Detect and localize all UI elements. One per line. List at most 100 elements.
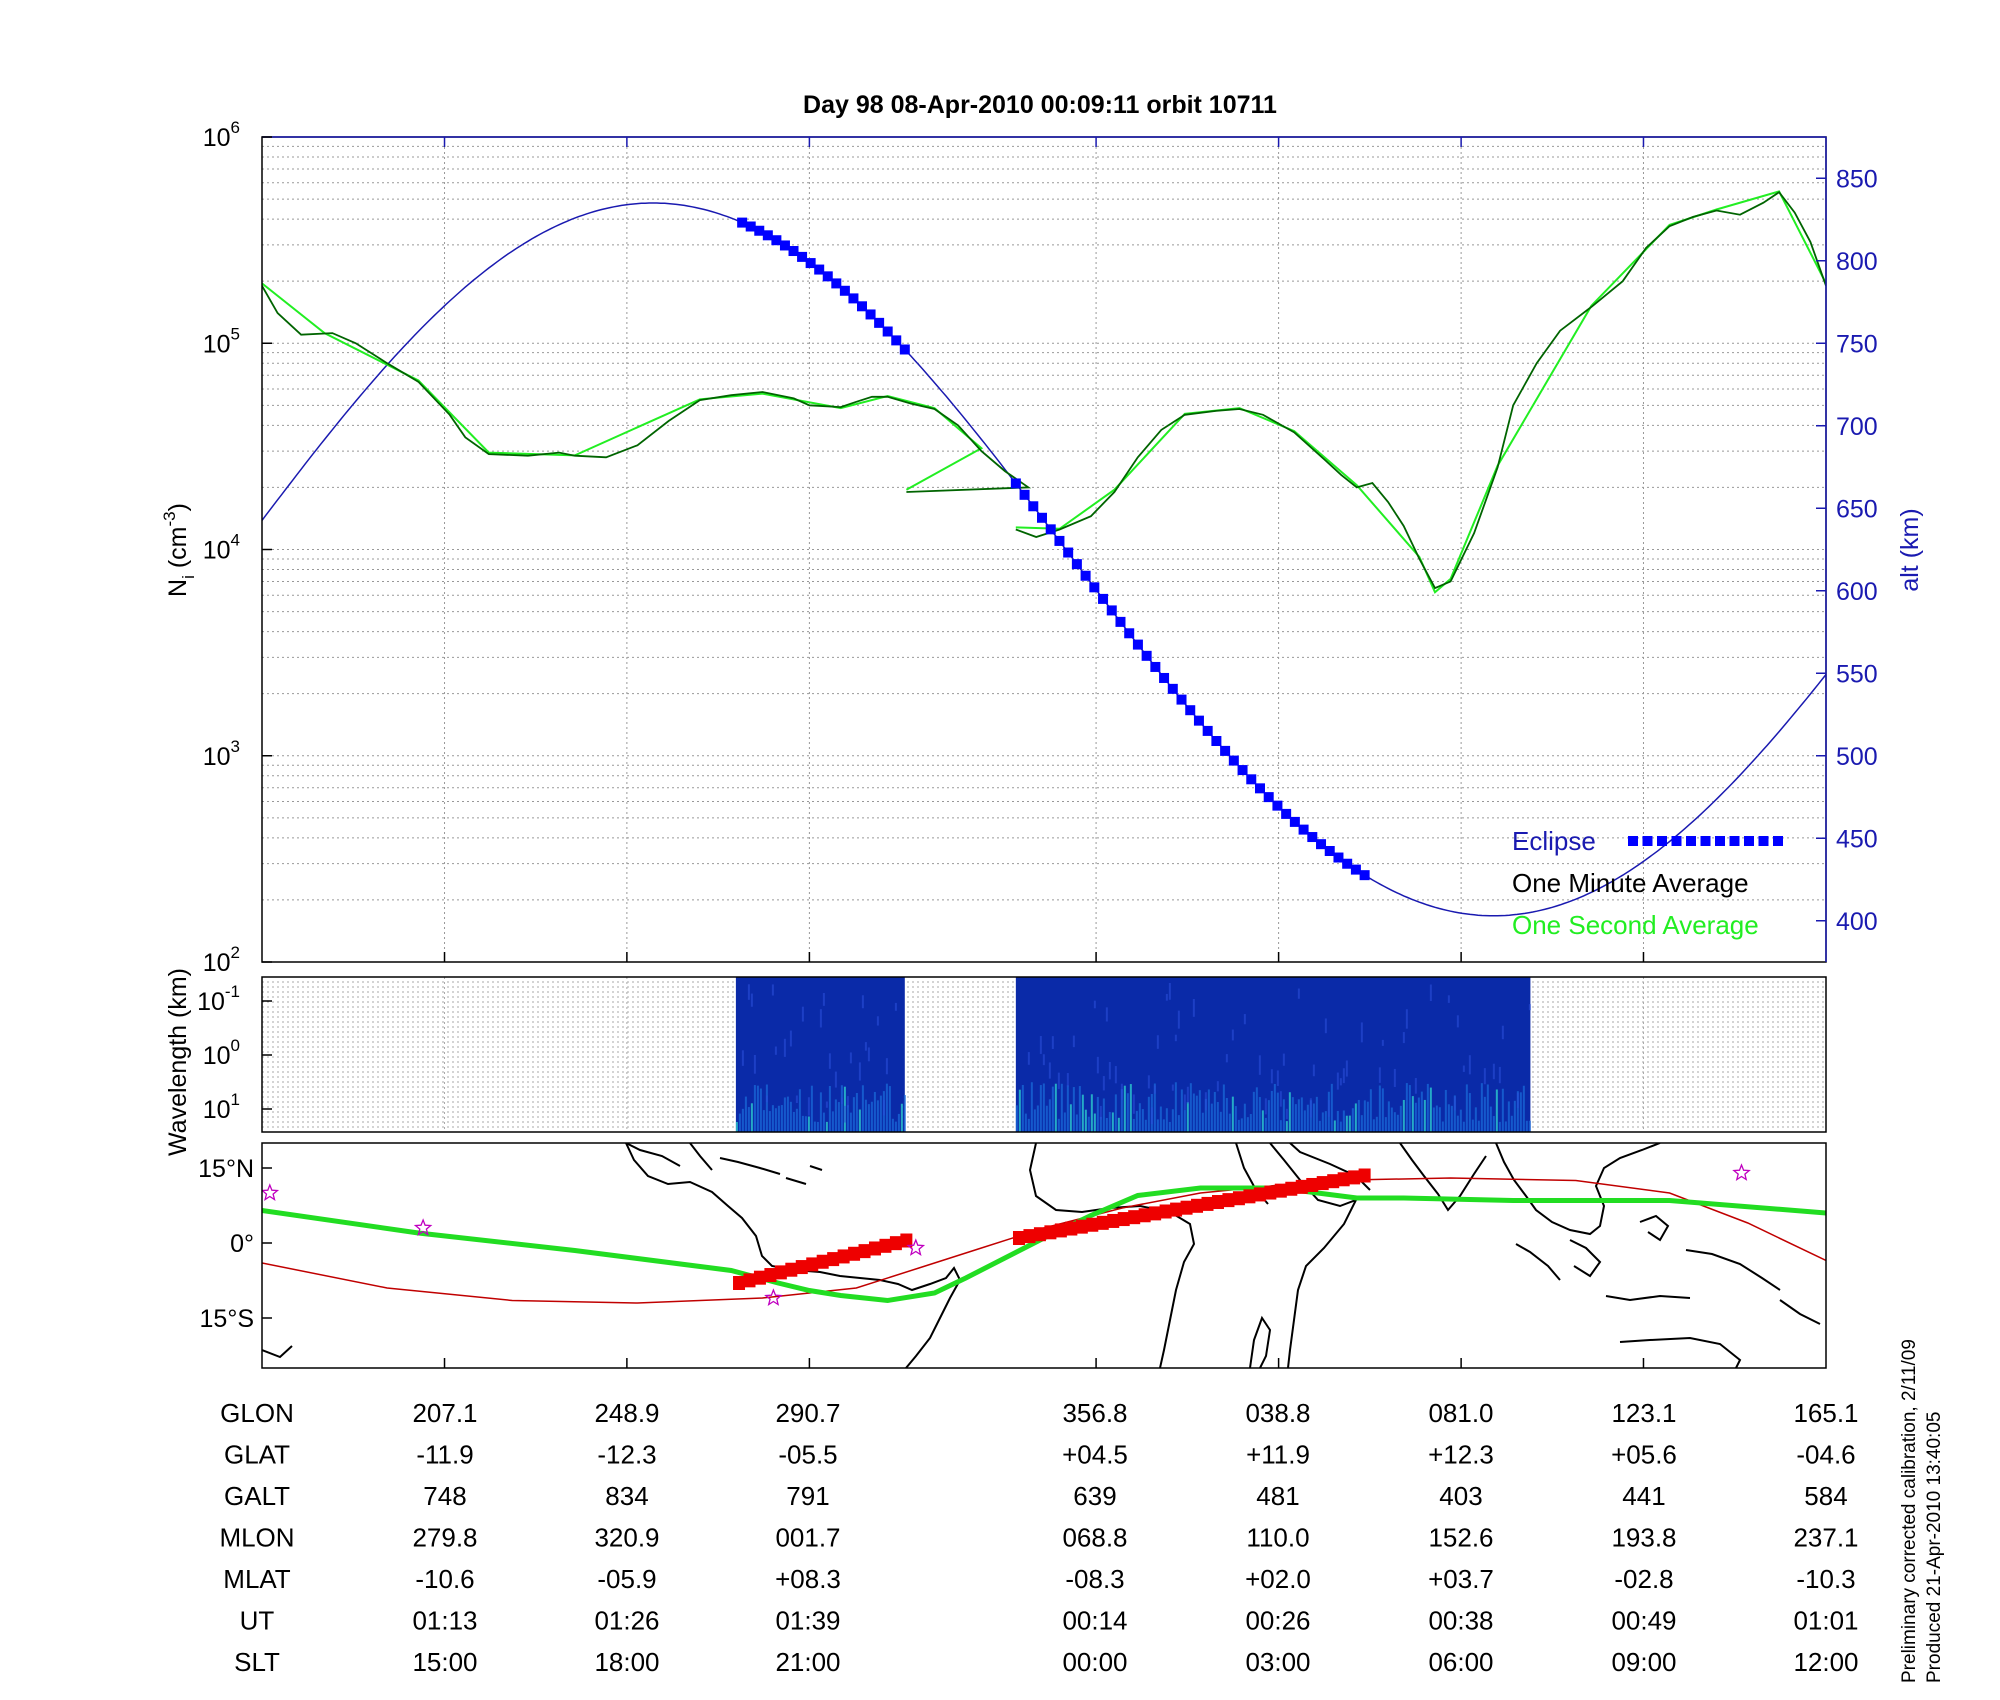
spectrogram-column xyxy=(1231,1096,1234,1132)
map-panel: 15°N 0° 15°S xyxy=(198,1142,1827,1369)
table-row-label: SLT xyxy=(234,1647,280,1677)
side-note-line-1: Preliminary corrected calibration, 2/11/… xyxy=(1899,1339,1920,1683)
spectrogram-y-ticks: 10-1 100 101 xyxy=(197,982,272,1124)
right-tick-label: 800 xyxy=(1836,248,1878,276)
spectrogram-speckle xyxy=(1336,1072,1339,1090)
spectrogram-column xyxy=(1108,1111,1111,1132)
star-marker xyxy=(413,1218,433,1236)
spectrogram-column xyxy=(1453,1095,1456,1132)
eclipse-marker xyxy=(1272,800,1283,811)
spectrogram-speckle xyxy=(1183,1094,1186,1110)
spectrogram-column xyxy=(828,1085,831,1132)
spectrogram-column xyxy=(1234,1106,1237,1132)
spectrogram-column xyxy=(1117,1117,1120,1132)
table-cell: 639 xyxy=(1073,1481,1116,1511)
spectrogram-column xyxy=(1039,1085,1042,1132)
table-cell: 207.1 xyxy=(412,1398,477,1428)
left-tick-label: 105 xyxy=(203,324,240,358)
ground-track-line xyxy=(262,1185,1826,1304)
spectrogram-column xyxy=(1333,1120,1336,1132)
orbit-parameter-table: GLON GLAT GALT MLON MLAT UT SLT 207.1 -11.9 748 27… xyxy=(219,1398,1858,1677)
track-eclipse-marker xyxy=(1264,1185,1277,1200)
spectrogram-speckle xyxy=(1342,1068,1345,1084)
spectrogram-column xyxy=(1255,1087,1258,1132)
track-eclipse-marker xyxy=(1285,1181,1298,1196)
spectrogram-speckle xyxy=(1108,1061,1111,1080)
one-minute-segment xyxy=(1015,190,1826,590)
spectrogram-column xyxy=(1021,1084,1024,1132)
spectrogram-column xyxy=(1513,1100,1516,1132)
table-row-label: GLON xyxy=(220,1398,294,1428)
spectrogram-column xyxy=(744,1096,747,1132)
table-cell: 09:00 xyxy=(1611,1647,1676,1677)
spectrogram-speckle xyxy=(1093,1000,1096,1009)
eclipse-marker xyxy=(1307,832,1318,843)
spectrogram-speckle xyxy=(1264,1098,1267,1115)
eclipse-marker xyxy=(754,225,765,236)
track-eclipse-marker xyxy=(795,1260,808,1275)
spectrogram-column xyxy=(1378,1085,1381,1132)
eclipse-marker xyxy=(762,230,773,241)
spectrogram-column xyxy=(1480,1083,1483,1132)
spectrogram-speckle xyxy=(1156,1035,1159,1049)
spectrogram-column xyxy=(1450,1105,1453,1132)
legend-eclipse-marker xyxy=(1700,836,1711,846)
spectrogram-column xyxy=(1174,1082,1177,1132)
spectrogram-column xyxy=(1189,1083,1192,1132)
table-cell: 18:00 xyxy=(594,1647,659,1677)
table-cell: 15:00 xyxy=(412,1647,477,1677)
track-eclipse-marker xyxy=(1107,1213,1120,1228)
spectrogram-column xyxy=(1384,1117,1387,1132)
spectrogram-speckle xyxy=(795,1095,798,1104)
spectrogram-column xyxy=(1474,1107,1477,1132)
eclipse-marker xyxy=(1176,694,1187,705)
eclipse-marker xyxy=(1167,683,1178,694)
table-cell: 00:38 xyxy=(1428,1606,1493,1636)
spectrogram-column xyxy=(1090,1094,1093,1132)
spectrogram-column xyxy=(1147,1096,1150,1132)
eclipse-marker xyxy=(1211,736,1222,747)
spectrogram-column xyxy=(1294,1104,1297,1132)
spectrogram-column xyxy=(1504,1121,1507,1132)
spectrogram-column xyxy=(1441,1121,1444,1132)
star-marker xyxy=(764,1288,783,1306)
spectrogram-column xyxy=(1264,1117,1267,1132)
eclipse-marker xyxy=(1254,783,1265,794)
spectrogram-column xyxy=(741,1108,744,1132)
spectrogram-column xyxy=(876,1100,879,1132)
spectrogram-speckle xyxy=(1039,1035,1042,1054)
track-eclipse-marker xyxy=(1065,1221,1078,1236)
eclipse-marker xyxy=(1071,559,1082,570)
spectrogram-column xyxy=(807,1116,810,1132)
spectrogram-column xyxy=(1030,1082,1033,1132)
table-cell: 12:00 xyxy=(1793,1647,1858,1677)
eclipse-marker xyxy=(1019,489,1030,500)
spectrogram-column xyxy=(822,1112,825,1132)
eclipse-marker xyxy=(822,271,833,282)
eclipse-marker xyxy=(797,251,808,262)
track-eclipse-marker xyxy=(1033,1227,1046,1242)
spectrogram-column xyxy=(1249,1114,1252,1132)
eclipse-marker xyxy=(1080,570,1091,581)
spectrogram-column xyxy=(1069,1104,1072,1132)
table-cell: 00:26 xyxy=(1245,1606,1310,1636)
spectrogram-column xyxy=(1219,1111,1222,1132)
right-tick-label: 400 xyxy=(1836,908,1878,936)
spectrogram-column xyxy=(1279,1120,1282,1132)
spectrogram-speckle xyxy=(1402,1032,1405,1044)
spectrogram-column xyxy=(1165,1108,1168,1132)
spectrogram-column xyxy=(1381,1088,1384,1132)
eclipse-marker xyxy=(1193,715,1204,726)
spectrogram-column xyxy=(891,1118,894,1132)
spectrogram-column xyxy=(1285,1121,1288,1132)
track-eclipse-marker xyxy=(1222,1193,1235,1208)
table-cell: 193.8 xyxy=(1611,1523,1676,1553)
spectrogram-column xyxy=(1216,1102,1219,1132)
spectrogram-column xyxy=(1402,1099,1405,1132)
track-eclipse-marker xyxy=(1117,1212,1130,1227)
spectrogram-speckle xyxy=(774,1046,777,1055)
spectrogram-column xyxy=(870,1101,873,1132)
spectrogram-column xyxy=(885,1083,888,1132)
table-cell: 123.1 xyxy=(1611,1398,1676,1428)
spectrogram-column xyxy=(852,1097,855,1132)
